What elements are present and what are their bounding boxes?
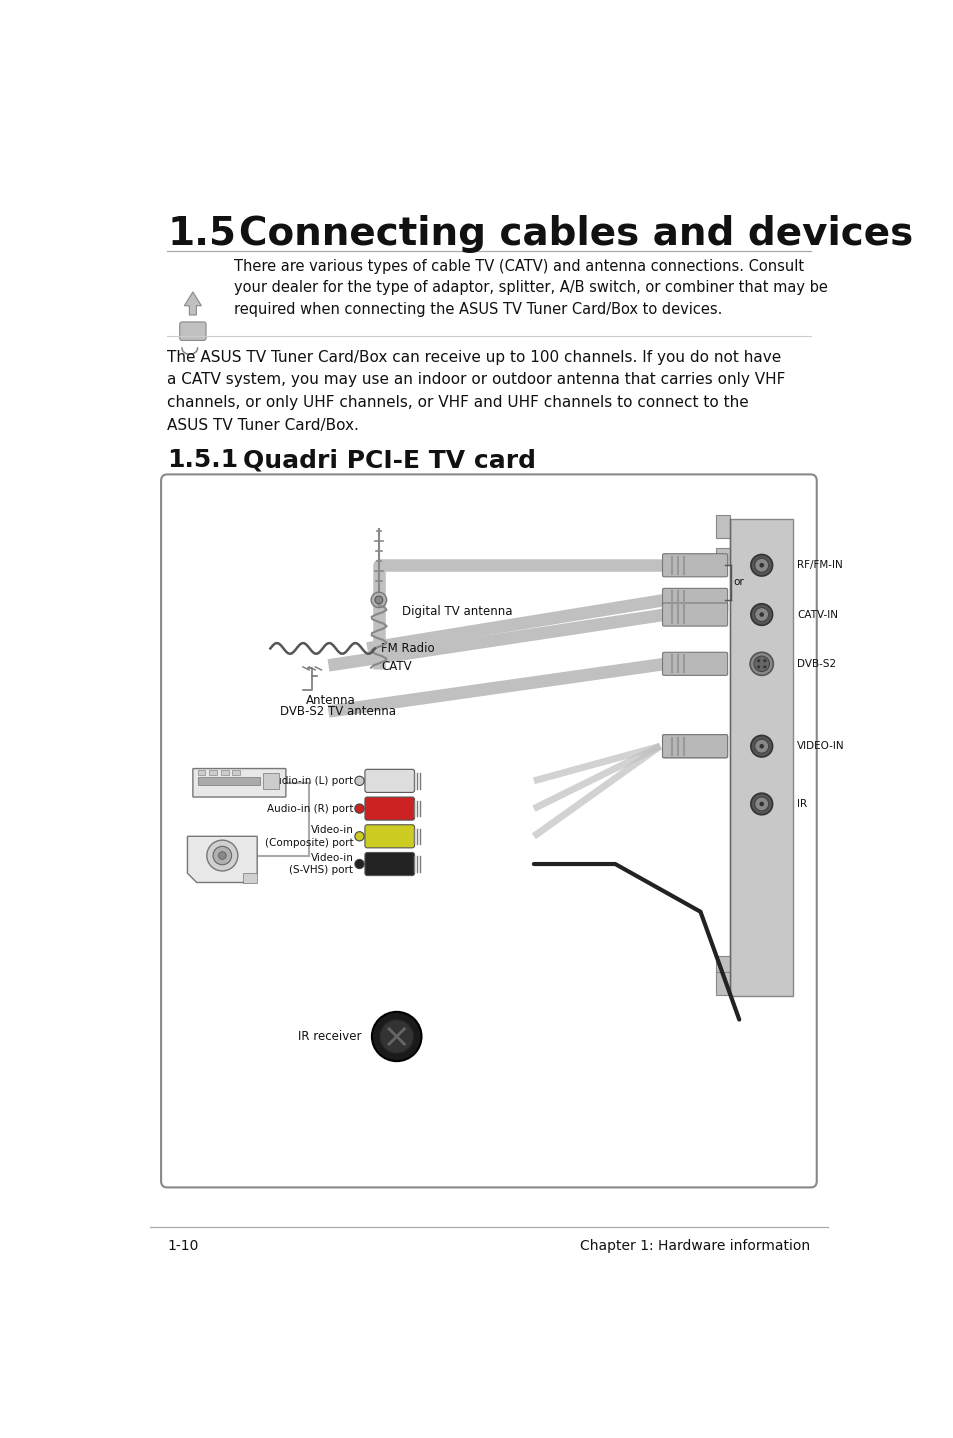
Text: IR: IR: [797, 800, 806, 810]
Bar: [716, 548, 729, 565]
FancyBboxPatch shape: [365, 769, 415, 792]
FancyBboxPatch shape: [661, 735, 727, 758]
Circle shape: [759, 801, 763, 807]
Text: Audio-in (L) port: Audio-in (L) port: [268, 777, 353, 785]
Circle shape: [757, 659, 760, 663]
FancyBboxPatch shape: [661, 554, 727, 577]
Circle shape: [213, 847, 232, 864]
Circle shape: [762, 666, 765, 669]
Polygon shape: [187, 837, 257, 883]
Circle shape: [750, 794, 772, 815]
Bar: [243, 873, 257, 883]
Circle shape: [371, 592, 386, 608]
Text: Video-in
(Composite) port: Video-in (Composite) port: [264, 825, 353, 847]
Circle shape: [750, 555, 772, 577]
Circle shape: [749, 653, 773, 676]
Text: Connecting cables and devices: Connecting cables and devices: [239, 214, 913, 253]
Circle shape: [750, 735, 772, 756]
Text: DVB-S2: DVB-S2: [797, 659, 836, 669]
Text: RF/FM-IN: RF/FM-IN: [797, 561, 842, 571]
Circle shape: [355, 804, 364, 814]
Text: IR receiver: IR receiver: [298, 1030, 361, 1043]
Circle shape: [754, 558, 768, 572]
Text: Digital TV antenna: Digital TV antenna: [402, 605, 512, 618]
Circle shape: [759, 613, 763, 617]
Text: 1.5: 1.5: [167, 214, 236, 253]
Text: There are various types of cable TV (CATV) and antenna connections. Consult
your: There are various types of cable TV (CAT…: [233, 259, 827, 316]
Text: The ASUS TV Tuner Card/Box can receive up to 100 channels. If you do not have
a : The ASUS TV Tuner Card/Box can receive u…: [167, 349, 785, 433]
Circle shape: [355, 831, 364, 841]
Text: VIDEO-IN: VIDEO-IN: [797, 741, 844, 751]
Text: 1-10: 1-10: [167, 1240, 198, 1252]
Text: Audio-in (R) port: Audio-in (R) port: [267, 804, 353, 814]
FancyBboxPatch shape: [661, 603, 727, 626]
Circle shape: [750, 604, 772, 626]
Text: Chapter 1: Hardware information: Chapter 1: Hardware information: [579, 1240, 810, 1252]
FancyBboxPatch shape: [365, 853, 415, 876]
FancyBboxPatch shape: [661, 588, 727, 611]
Text: Antenna: Antenna: [306, 695, 355, 707]
Circle shape: [355, 860, 364, 869]
Text: Video-in
(S-VHS) port: Video-in (S-VHS) port: [289, 853, 353, 876]
FancyBboxPatch shape: [179, 322, 206, 341]
Text: 1.5.1: 1.5.1: [167, 449, 238, 472]
FancyBboxPatch shape: [661, 735, 727, 758]
Text: CATV: CATV: [381, 660, 412, 673]
Bar: [729, 519, 793, 997]
Circle shape: [753, 656, 769, 672]
Bar: [263, 774, 278, 788]
Text: CATV-IN: CATV-IN: [797, 610, 838, 620]
Circle shape: [355, 777, 364, 785]
Text: Quadri PCI-E TV card: Quadri PCI-E TV card: [243, 449, 536, 472]
Bar: [197, 777, 259, 785]
Circle shape: [375, 597, 382, 604]
Circle shape: [218, 851, 226, 860]
Bar: [220, 771, 229, 775]
Circle shape: [754, 739, 768, 754]
Text: FM Radio: FM Radio: [381, 641, 435, 654]
Bar: [233, 771, 240, 775]
Text: DVB-S2 TV antenna: DVB-S2 TV antenna: [279, 706, 395, 719]
Bar: [197, 771, 205, 775]
FancyBboxPatch shape: [661, 653, 727, 676]
FancyBboxPatch shape: [193, 768, 286, 797]
Circle shape: [759, 562, 763, 568]
FancyBboxPatch shape: [365, 797, 415, 820]
Circle shape: [759, 743, 763, 749]
Circle shape: [372, 1012, 421, 1061]
FancyArrow shape: [184, 292, 201, 315]
Bar: [716, 956, 729, 974]
Circle shape: [754, 797, 768, 811]
Bar: [716, 972, 729, 995]
FancyBboxPatch shape: [161, 475, 816, 1188]
Text: or: or: [733, 577, 743, 587]
Bar: [716, 515, 729, 538]
Circle shape: [757, 666, 760, 669]
Circle shape: [207, 840, 237, 871]
Circle shape: [762, 659, 765, 663]
FancyBboxPatch shape: [365, 825, 415, 848]
Circle shape: [379, 1020, 414, 1054]
Bar: [209, 771, 216, 775]
Circle shape: [754, 608, 768, 621]
